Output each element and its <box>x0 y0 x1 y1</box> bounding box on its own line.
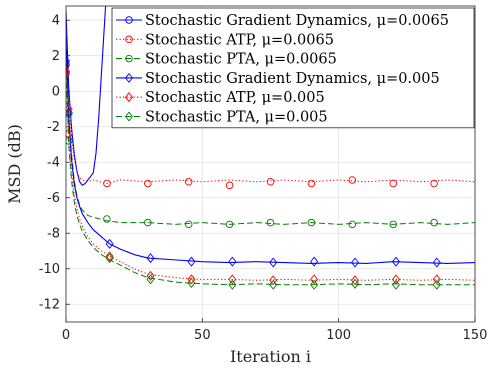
series-3-marker <box>144 218 152 227</box>
legend-entry-label: Stochastic ATP, μ=0.0065 <box>145 32 334 48</box>
series-5-marker <box>432 274 441 285</box>
x-axis-ticks: 0 50 100 150 <box>62 318 488 343</box>
series-2-marker <box>430 179 438 188</box>
series-6-marker <box>391 279 400 290</box>
legend-marker <box>125 35 133 44</box>
series-5-marker <box>269 275 278 286</box>
y-tick-label: -6 <box>47 191 60 206</box>
legend-marker <box>124 111 134 122</box>
legend: Stochastic Gradient Dynamics, μ=0.0065 St… <box>111 7 475 129</box>
series-4-marker <box>228 256 237 267</box>
y-axis-label: MSD (dB) <box>5 124 24 204</box>
series-4-marker <box>66 56 71 67</box>
series-4-marker <box>391 256 400 267</box>
series-2-marker <box>144 179 152 188</box>
series-5-marker <box>351 275 360 286</box>
series-2-marker <box>307 179 316 188</box>
legend-entry-label: Stochastic Gradient Dynamics, μ=0.005 <box>145 71 440 87</box>
y-tick-label: 4 <box>52 14 60 29</box>
series-2-marker <box>225 181 234 190</box>
legend-entry-label: Stochastic PTA, μ=0.0065 <box>145 52 337 68</box>
series-line-2 <box>66 46 475 185</box>
y-tick-label: 0 <box>52 85 60 100</box>
series-lines <box>66 6 475 286</box>
series-4-marker <box>269 257 278 268</box>
series-2-marker <box>103 179 111 188</box>
series-3-marker <box>430 218 438 227</box>
x-tick-label: 150 <box>463 328 488 343</box>
series-3-marker <box>389 220 397 229</box>
series-6-marker <box>228 279 237 290</box>
legend-marker <box>124 92 134 103</box>
series-2-marker <box>66 130 73 138</box>
series-6-marker <box>66 95 71 106</box>
x-tick-label: 0 <box>62 328 70 343</box>
x-tick-label: 100 <box>326 328 351 343</box>
y-tick-label: -12 <box>39 298 60 313</box>
series-5-marker <box>66 66 71 77</box>
legend-marker <box>124 72 134 83</box>
y-tick-label: -4 <box>47 156 60 171</box>
plot-area-frame <box>65 5 476 323</box>
series-6-marker <box>105 253 114 264</box>
series-2-marker <box>348 176 357 184</box>
series-markers <box>66 56 441 290</box>
series-3-marker <box>103 215 111 223</box>
series-5-marker <box>66 103 73 114</box>
y-tick-label: -8 <box>47 227 60 242</box>
series-2-marker <box>389 179 397 188</box>
legend-entry-label: Stochastic PTA, μ=0.005 <box>145 110 328 126</box>
series-5-marker <box>228 274 237 285</box>
y-tick-label: 2 <box>52 49 60 64</box>
series-4-marker <box>146 253 155 264</box>
legend-entry-label: Stochastic Gradient Dynamics, μ=0.0065 <box>145 13 449 29</box>
series-3-marker <box>307 218 316 227</box>
series-4-marker <box>310 256 319 267</box>
series-6-marker <box>310 279 319 290</box>
series-2-marker <box>266 178 275 186</box>
legend-marker <box>125 54 133 63</box>
y-tick-label: -10 <box>39 262 60 277</box>
series-line-6 <box>66 64 475 286</box>
series-6-marker <box>187 277 196 288</box>
series-line-4 <box>66 37 475 264</box>
series-3-marker <box>66 137 73 145</box>
series-2-marker <box>184 178 193 186</box>
series-3-marker <box>184 220 193 229</box>
x-tick-label: 50 <box>194 328 211 343</box>
series-4-marker <box>351 257 360 268</box>
series-5-marker <box>146 270 155 281</box>
y-tick-label: -2 <box>47 120 60 135</box>
series-4-marker <box>105 238 114 249</box>
series-4-marker <box>432 257 441 268</box>
series-5-marker <box>187 274 196 285</box>
series-6-marker <box>146 274 155 285</box>
series-5-marker <box>105 251 114 262</box>
y-axis-ticks: -12 -10 -8 -6 -4 -2 0 2 4 <box>39 14 70 313</box>
series-3-marker <box>266 218 275 227</box>
series-3-marker <box>348 220 357 229</box>
series-6-marker <box>351 278 360 289</box>
legend-entry-label: Stochastic ATP, μ=0.005 <box>145 90 325 106</box>
legend-box <box>111 7 475 129</box>
series-5-marker <box>391 274 400 285</box>
series-6-marker <box>269 279 278 290</box>
series-3-marker <box>225 220 234 229</box>
x-axis-label: Iteration i <box>230 347 311 366</box>
legend-marker <box>125 16 133 24</box>
series-line-5 <box>66 55 475 281</box>
series-5-marker <box>310 274 319 285</box>
series-6-marker <box>432 279 441 290</box>
series-6-marker <box>66 109 73 120</box>
series-4-marker <box>187 256 196 267</box>
